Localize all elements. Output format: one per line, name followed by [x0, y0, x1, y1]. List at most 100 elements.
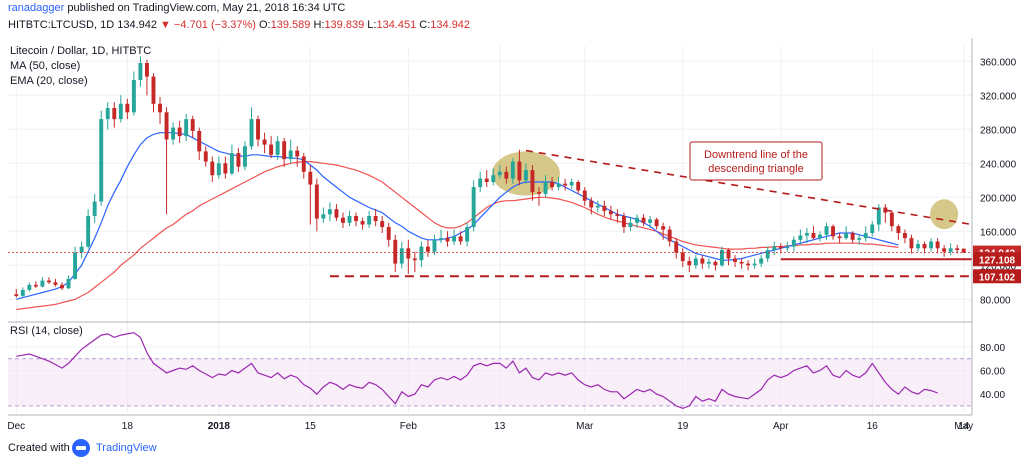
candle-body: [60, 284, 64, 289]
candle-body: [125, 103, 130, 113]
candle-body: [746, 263, 751, 266]
x-tick-label: 19: [677, 421, 689, 432]
candle-body: [216, 163, 221, 176]
candle-body: [804, 233, 809, 236]
candle-body: [66, 278, 71, 289]
candle-body: [118, 103, 123, 120]
rsi-panel: [8, 332, 972, 409]
candle-body: [425, 246, 430, 252]
candle-body: [295, 150, 300, 157]
candle-body: [197, 131, 202, 152]
candle-body: [909, 238, 914, 249]
candle-body: [314, 184, 319, 219]
candle-body: [902, 233, 907, 239]
candle-body: [229, 153, 234, 174]
y-tick-label: 120.000: [980, 261, 1017, 272]
candle-body: [432, 239, 437, 252]
chart-header: ranadagger published on TradingView.com,…: [0, 0, 1024, 38]
high-value: 139.839: [324, 19, 365, 31]
candle-body: [706, 261, 711, 264]
candle-body: [850, 233, 855, 240]
tradingview-link[interactable]: TradingView: [96, 442, 157, 454]
candle-body: [341, 217, 345, 223]
x-tick-label: Apr: [773, 421, 789, 432]
candle-body: [608, 210, 613, 215]
candle-body: [635, 217, 639, 223]
candle-body: [347, 216, 352, 223]
candle-body: [857, 238, 862, 240]
candle-body: [563, 183, 568, 186]
candle-body: [177, 127, 182, 137]
candle-body: [439, 238, 443, 240]
ma-line: [16, 160, 899, 311]
candle-body: [752, 263, 757, 266]
price-chart[interactable]: 80.000 120.000 160.000 200.000 240.000 280.00…: [0, 38, 1024, 433]
y-tick-label: 360.000: [980, 57, 1017, 68]
candle-body: [419, 246, 424, 261]
candle-body: [27, 284, 32, 290]
candle-body: [164, 112, 169, 140]
y-tick-label: 200.000: [980, 193, 1017, 204]
candle-body: [700, 258, 705, 264]
candle-body: [654, 219, 659, 227]
chart-area[interactable]: 80.000 120.000 160.000 200.000 240.000 280.00…: [0, 38, 1024, 433]
x-tick-label: 13: [494, 421, 506, 432]
candle-body: [53, 282, 58, 285]
candle-body: [589, 200, 594, 208]
candle-body: [876, 207, 881, 225]
legend-ma: MA (50, close): [10, 60, 80, 72]
price-tag: [973, 252, 1021, 267]
candle-body: [321, 214, 326, 219]
candle-body: [478, 178, 483, 188]
candle-body: [406, 248, 411, 259]
candle-body: [543, 182, 548, 194]
y-tick-label: 160.000: [980, 227, 1017, 238]
created-with-label: Created with: [8, 442, 70, 454]
axes: 80.000 120.000 160.000 200.000 240.000 280.00…: [7, 38, 1017, 432]
candle-body: [249, 119, 254, 147]
publish-text: published on TradingView.com, May 21, 20…: [67, 2, 346, 14]
candle-body: [262, 139, 267, 145]
candles: [14, 56, 966, 298]
candle-body: [14, 294, 19, 296]
candle-body: [530, 170, 535, 193]
candle-body: [138, 63, 143, 80]
candle-body: [693, 258, 698, 266]
candle-body: [184, 119, 189, 137]
author-link[interactable]: ranadagger: [8, 2, 65, 14]
candle-body: [602, 205, 607, 211]
candle-body: [269, 144, 274, 155]
candle-body: [628, 222, 633, 228]
candle-body: [517, 161, 522, 181]
price-tag-label: 127.108: [979, 255, 1016, 266]
candle-body: [785, 246, 790, 249]
candle-body: [935, 241, 940, 249]
candle-body: [484, 178, 489, 182]
rsi-tick-label: 60.00: [980, 367, 1005, 378]
rsi-band: [8, 358, 972, 406]
candle-body: [275, 141, 280, 155]
candle-body: [92, 201, 97, 216]
candle-body: [373, 216, 378, 222]
candle-body: [203, 151, 208, 162]
downtrend-line: [525, 149, 973, 226]
legend-ema: EMA (20, close): [10, 75, 88, 87]
close-value: 134.942: [430, 19, 471, 31]
candle-body: [334, 209, 339, 218]
candle-body: [399, 248, 404, 264]
rsi-line: [16, 332, 938, 409]
price-tag-label: 107.102: [979, 272, 1016, 283]
candle-body: [256, 119, 260, 140]
ema-line: [16, 132, 899, 300]
low-value: 134.451: [376, 19, 417, 31]
candle-body: [73, 252, 78, 279]
legend-title: Litecoin / Dollar, 1D, HITBTC: [10, 45, 151, 57]
annotation-box: Downtrend line of the descending triangl…: [689, 141, 823, 181]
candle-body: [674, 241, 679, 253]
candle-body: [550, 182, 555, 188]
candle-body: [595, 205, 600, 208]
candle-body: [733, 258, 737, 262]
candle-body: [713, 261, 718, 266]
candle-body: [863, 233, 868, 239]
